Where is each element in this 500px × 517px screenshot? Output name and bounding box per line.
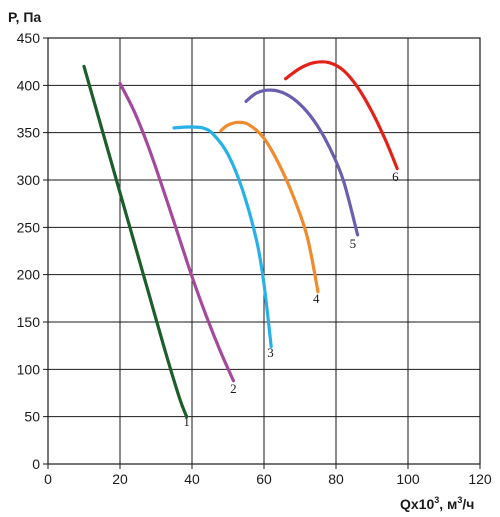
tick-labels: 0 20 40 60 80 100 120 0 50 100 150 200 250 300 350 400 4… xyxy=(17,30,492,487)
curve-label-1: 1 xyxy=(183,414,190,429)
x-axis-title-sup: 3 xyxy=(434,495,439,505)
curve-label-5: 5 xyxy=(350,236,357,251)
x-tick-label: 0 xyxy=(44,471,52,487)
x-axis-title-sep: , м xyxy=(439,496,457,512)
curve-label-3: 3 xyxy=(267,345,274,360)
x-axis-title-main: Qx10 xyxy=(400,496,434,512)
curve-label-4: 4 xyxy=(313,291,320,306)
y-tick-label: 50 xyxy=(24,409,40,425)
y-tick-label: 350 xyxy=(17,125,41,141)
curve-labels: 1 2 3 4 5 6 xyxy=(183,169,399,429)
grid-lines xyxy=(43,37,481,469)
y-tick-label: 100 xyxy=(17,361,41,377)
x-tick-label: 60 xyxy=(256,471,272,487)
y-tick-label: 0 xyxy=(32,456,40,472)
curve-2-line xyxy=(118,81,235,383)
curve-3-line xyxy=(172,125,273,349)
y-tick-label: 450 xyxy=(17,30,41,46)
x-tick-label: 80 xyxy=(328,471,344,487)
y-axis-title: P, Па xyxy=(8,9,41,25)
x-tick-label: 40 xyxy=(184,471,200,487)
curve-label-6: 6 xyxy=(392,169,399,184)
x-tick-label: 120 xyxy=(468,471,492,487)
x-axis-title: Qx103, м3/ч xyxy=(400,495,474,512)
x-axis-title-unit-sup: 3 xyxy=(457,495,462,505)
x-tick-label: 20 xyxy=(112,471,128,487)
x-axis-title-tail: /ч xyxy=(462,496,474,512)
y-tick-label: 300 xyxy=(17,172,41,188)
curve-1-line xyxy=(82,64,189,419)
curves xyxy=(82,60,399,419)
x-tick-label: 100 xyxy=(396,471,420,487)
y-tick-label: 150 xyxy=(17,314,41,330)
y-tick-label: 200 xyxy=(17,267,41,283)
y-tick-label: 400 xyxy=(17,77,41,93)
curve-label-2: 2 xyxy=(230,381,237,396)
curve-4-line xyxy=(219,120,320,294)
curve-5-line xyxy=(244,88,360,237)
y-tick-label: 250 xyxy=(17,219,41,235)
curve-6-line xyxy=(284,60,399,171)
plot-frame xyxy=(47,37,481,465)
